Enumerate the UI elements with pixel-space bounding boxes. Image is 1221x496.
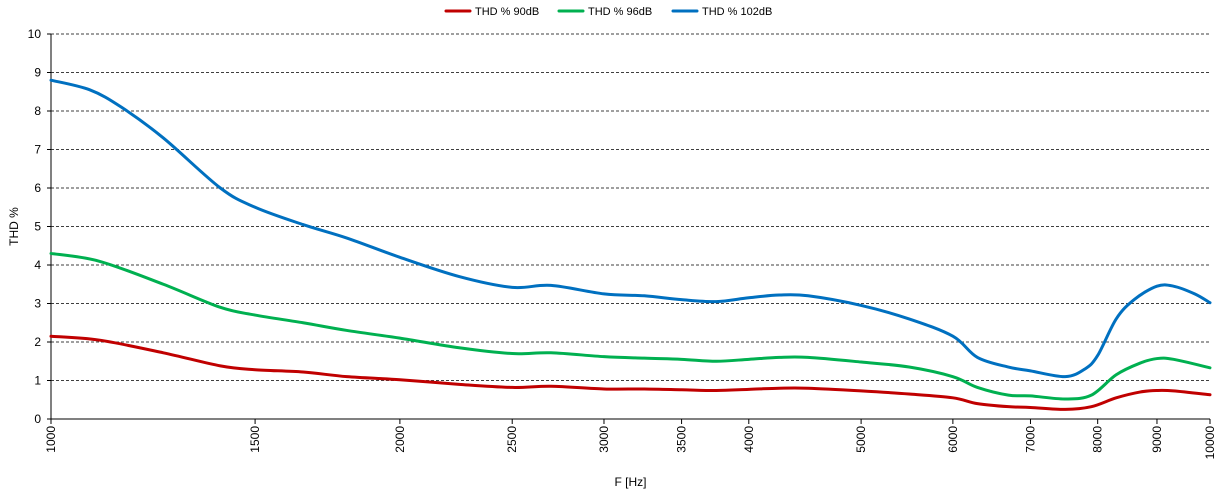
x-tick-label: 1000 <box>44 426 58 453</box>
grid-lines <box>51 33 1210 381</box>
y-tick-label: 5 <box>34 220 41 234</box>
y-tick-label: 7 <box>34 143 41 157</box>
series-line-2 <box>49 78 1212 379</box>
series-lines <box>49 78 1212 411</box>
y-axis-title: THD % <box>7 207 21 246</box>
x-tick-label: 5000 <box>854 426 868 453</box>
y-tick-label: 10 <box>28 27 42 41</box>
y-tick-label: 3 <box>34 297 41 311</box>
x-tick-label: 6000 <box>946 426 960 453</box>
legend-label: THD % 96dB <box>588 6 652 18</box>
x-tick-label: 8000 <box>1091 426 1105 453</box>
x-tick-label: 2500 <box>505 426 519 453</box>
y-tick-label: 8 <box>34 104 41 118</box>
x-axis-title: F [Hz] <box>615 475 647 489</box>
legend: THD % 90dB THD % 96dB THD % 102dB <box>444 6 772 18</box>
x-tick-label: 2000 <box>393 426 407 453</box>
y-tick-labels: 0 1 2 3 4 5 6 7 8 9 10 <box>28 27 51 426</box>
x-tick-label: 9000 <box>1150 426 1164 453</box>
legend-label: THD % 90dB <box>475 6 539 18</box>
x-tick-label: 3000 <box>597 426 611 453</box>
y-tick-label: 2 <box>34 335 41 349</box>
x-tick-label: 4000 <box>742 426 756 453</box>
x-tick-label: 7000 <box>1023 426 1037 453</box>
y-tick-label: 9 <box>34 66 41 80</box>
x-tick-label: 3500 <box>675 426 689 453</box>
x-tick-labels: 1000 1500 2000 2500 3000 3500 4000 5000 6000 7000… <box>44 419 1217 459</box>
y-tick-label: 1 <box>34 374 41 388</box>
legend-label: THD % 102dB <box>702 6 772 18</box>
series-line-0 <box>49 334 1212 411</box>
y-tick-label: 0 <box>34 412 41 426</box>
y-tick-label: 4 <box>34 258 41 272</box>
y-tick-label: 6 <box>34 181 41 195</box>
series-line-1 <box>49 251 1212 401</box>
x-tick-label: 1500 <box>248 426 262 453</box>
x-tick-label: 10000 <box>1203 426 1217 460</box>
